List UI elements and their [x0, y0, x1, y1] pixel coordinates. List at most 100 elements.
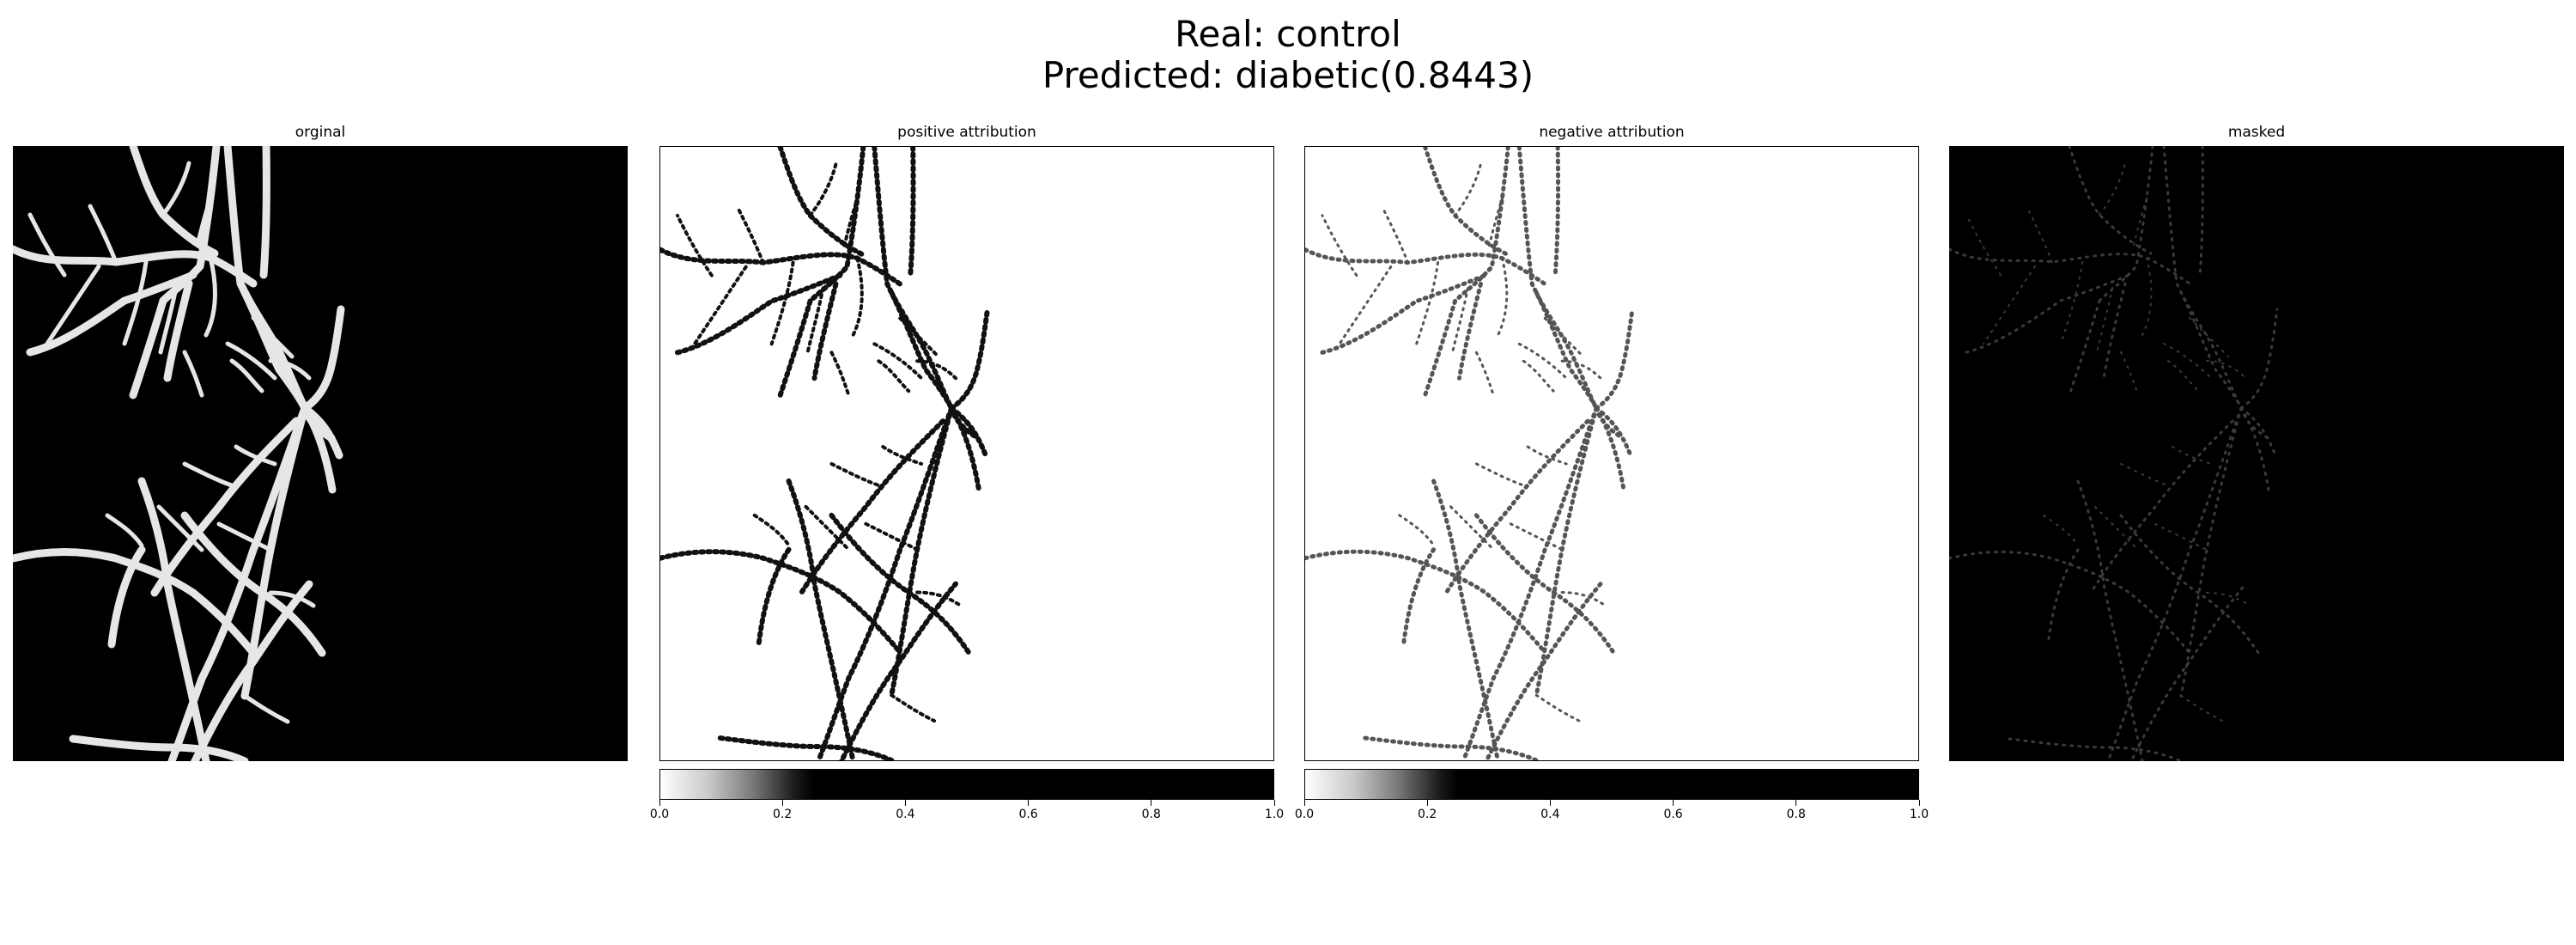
- vessel-branch: [1321, 214, 1358, 277]
- colorbar-tick: [781, 800, 783, 806]
- vessel-branch: [1509, 522, 1564, 552]
- vessel-segment: [2102, 282, 2127, 380]
- masked-svg: [1949, 146, 2279, 761]
- negative-attribution-image: [1304, 146, 1919, 761]
- colorbar-tick-label: 1.0: [1264, 808, 1285, 821]
- vessel-segment: [2239, 308, 2279, 410]
- vessel-segment: [949, 405, 981, 492]
- vessel-segment: [1401, 547, 1437, 646]
- vessel-segment: [301, 305, 345, 412]
- vessel-branch: [158, 285, 179, 355]
- negative-attribution-svg: [1305, 147, 1635, 760]
- colorbar-tick: [1673, 800, 1674, 806]
- vessel-branch: [1496, 257, 1509, 337]
- vessel-segment: [1949, 247, 2191, 285]
- vessel-branch: [805, 286, 825, 355]
- colorbar-tick-label: 0.2: [1418, 808, 1437, 821]
- figure-title-real: Real: control: [1175, 13, 1401, 55]
- vessel-segment: [889, 290, 955, 412]
- positive-attribution-image: [659, 146, 1274, 761]
- vessel-segment: [1423, 299, 1458, 398]
- vessel-branch: [1474, 351, 1495, 397]
- vessel-branch: [890, 693, 937, 723]
- vessel-segment: [1305, 549, 1547, 655]
- colorbar-tick: [659, 800, 660, 806]
- vessel-branch: [2099, 162, 2126, 216]
- vessel-segment: [1363, 735, 1539, 760]
- vessel-segment: [1431, 479, 1500, 760]
- vessel-branch: [829, 461, 881, 487]
- vessel-segment: [717, 735, 895, 760]
- vessel-segment: [2239, 406, 2277, 457]
- vessel-segment: [1320, 273, 1487, 355]
- colorbar-tick-label: 0.4: [1540, 808, 1560, 821]
- vessel-branch: [1543, 316, 1585, 358]
- vessel-segment: [26, 271, 197, 357]
- vessel-segment: [2162, 146, 2243, 410]
- vessel-segment: [756, 546, 792, 647]
- vessel-segment: [1965, 273, 2131, 354]
- vessel-branch: [1534, 693, 1581, 722]
- vessel-segment: [2046, 548, 2080, 646]
- vessel-branch: [122, 259, 149, 346]
- vessel-branch: [2172, 446, 2212, 465]
- vessel-branch: [1560, 591, 1607, 607]
- vessel-branch: [182, 461, 234, 488]
- vessel-segment: [2198, 146, 2204, 277]
- vessel-segment: [240, 288, 309, 412]
- vessel-branch: [2094, 506, 2139, 551]
- vessel-branch: [808, 162, 838, 217]
- vessel-segment: [13, 548, 258, 657]
- vessel-branch: [2026, 205, 2053, 263]
- vessel-segment: [167, 404, 309, 761]
- vessel-segment: [163, 279, 193, 382]
- vessel-segment: [2098, 146, 2154, 302]
- colorbar-tick: [1918, 800, 1920, 806]
- vessel-branch: [216, 521, 273, 552]
- colorbar-positive: [659, 769, 1274, 800]
- panel-title-original: orginal: [295, 124, 346, 141]
- vessel-branch: [2163, 343, 2212, 379]
- vessel-branch: [675, 213, 714, 277]
- vessel-branch: [804, 504, 851, 552]
- vessel-segment: [949, 307, 990, 412]
- figure-title-predicted: Predicted: diabetic(0.8443): [1042, 54, 1534, 96]
- vessel-segment: [2129, 582, 2247, 761]
- vessel-segment: [129, 296, 167, 399]
- colorbar-tick-label: 0.0: [649, 808, 670, 821]
- vessel-segment: [949, 405, 988, 458]
- vessel-branch: [898, 316, 941, 359]
- vessel-branch: [268, 590, 316, 608]
- vessel-branch: [2167, 360, 2199, 392]
- vessel-branch: [1487, 192, 1505, 247]
- vessel-segment: [908, 147, 916, 278]
- panel-title-positive-attribution: positive attribution: [897, 124, 1036, 141]
- colorbar-tick: [1549, 800, 1551, 806]
- colorbar-tick-label: 0.8: [1141, 808, 1161, 821]
- vessel-segment: [259, 146, 270, 279]
- vessel-segment: [2239, 406, 2269, 440]
- vessel-segment: [2068, 299, 2101, 397]
- vessel-segment: [2008, 737, 2183, 761]
- colorbar-tick-label: 0.8: [1786, 808, 1806, 821]
- vessel-segment: [1305, 247, 1547, 287]
- vessel-branch: [2206, 592, 2251, 607]
- vessel-segment: [1594, 405, 1633, 458]
- vessel-segment: [2179, 290, 2243, 410]
- vessel-segment: [69, 735, 249, 761]
- masked-image: [1949, 146, 2564, 761]
- vessel-segment: [1534, 290, 1599, 411]
- colorbar-tick-label: 1.0: [1909, 808, 1929, 821]
- vessel-branch: [88, 204, 118, 265]
- colorbar-tick: [904, 800, 906, 806]
- vessel-segment: [839, 581, 959, 760]
- vessel-branch: [2120, 463, 2169, 486]
- vessel-branch: [268, 358, 312, 381]
- colorbar-tick: [1028, 800, 1030, 806]
- vessel-segment: [190, 580, 313, 761]
- vessel-branch: [1415, 261, 1440, 345]
- vessel-branch: [915, 359, 958, 381]
- vessel-branch: [161, 161, 191, 217]
- vessel-branch: [1517, 342, 1568, 380]
- vessel-branch: [234, 444, 277, 466]
